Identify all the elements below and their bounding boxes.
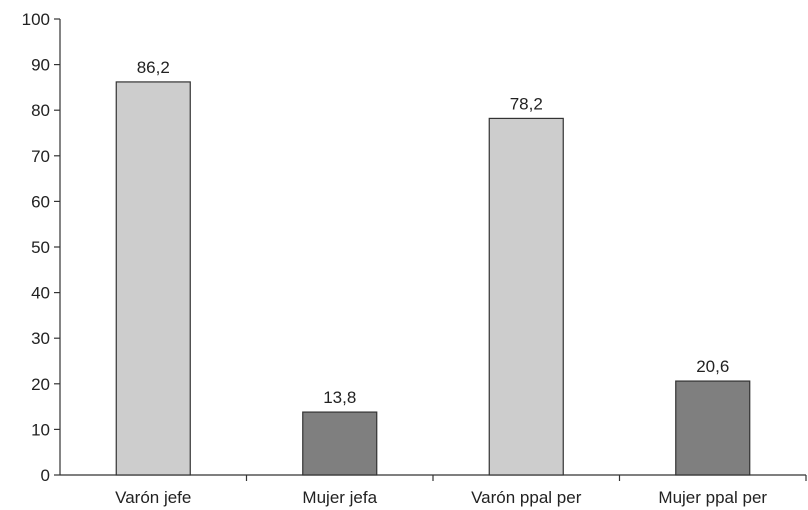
bar [115,81,191,476]
category-label: Mujer jefa [302,488,377,507]
y-tick-label: 20 [31,375,50,394]
bar [675,380,751,476]
category-label: Varón jefe [115,488,191,507]
category-label: Varón ppal per [471,488,582,507]
bar [488,117,564,476]
y-tick-label: 40 [31,284,50,303]
bar-value-labels: 86,2 13,8 78,2 20,6 [137,58,730,407]
bar-value-label: 78,2 [510,94,543,113]
bar-value-label: 13,8 [323,388,356,407]
y-tick-label: 90 [31,56,50,75]
y-tick-label: 50 [31,238,50,257]
x-axis [60,474,807,481]
y-tick-label: 60 [31,192,50,211]
y-tick-label: 10 [31,420,50,439]
y-tick-label: 30 [31,329,50,348]
y-tick-label: 100 [22,10,50,29]
bar [302,411,378,476]
bars [115,81,751,476]
bar-value-label: 20,6 [696,357,729,376]
category-labels: Varón jefe Mujer jefa Varón ppal per Mujer … [115,488,767,507]
y-tick-label: 0 [41,466,50,485]
bar-value-label: 86,2 [137,58,170,77]
y-axis: 0 10 20 30 40 50 60 70 80 90 100 [22,10,61,485]
y-tick-label: 70 [31,147,50,166]
category-label: Mujer ppal per [658,488,767,507]
y-tick-label: 80 [31,101,50,120]
